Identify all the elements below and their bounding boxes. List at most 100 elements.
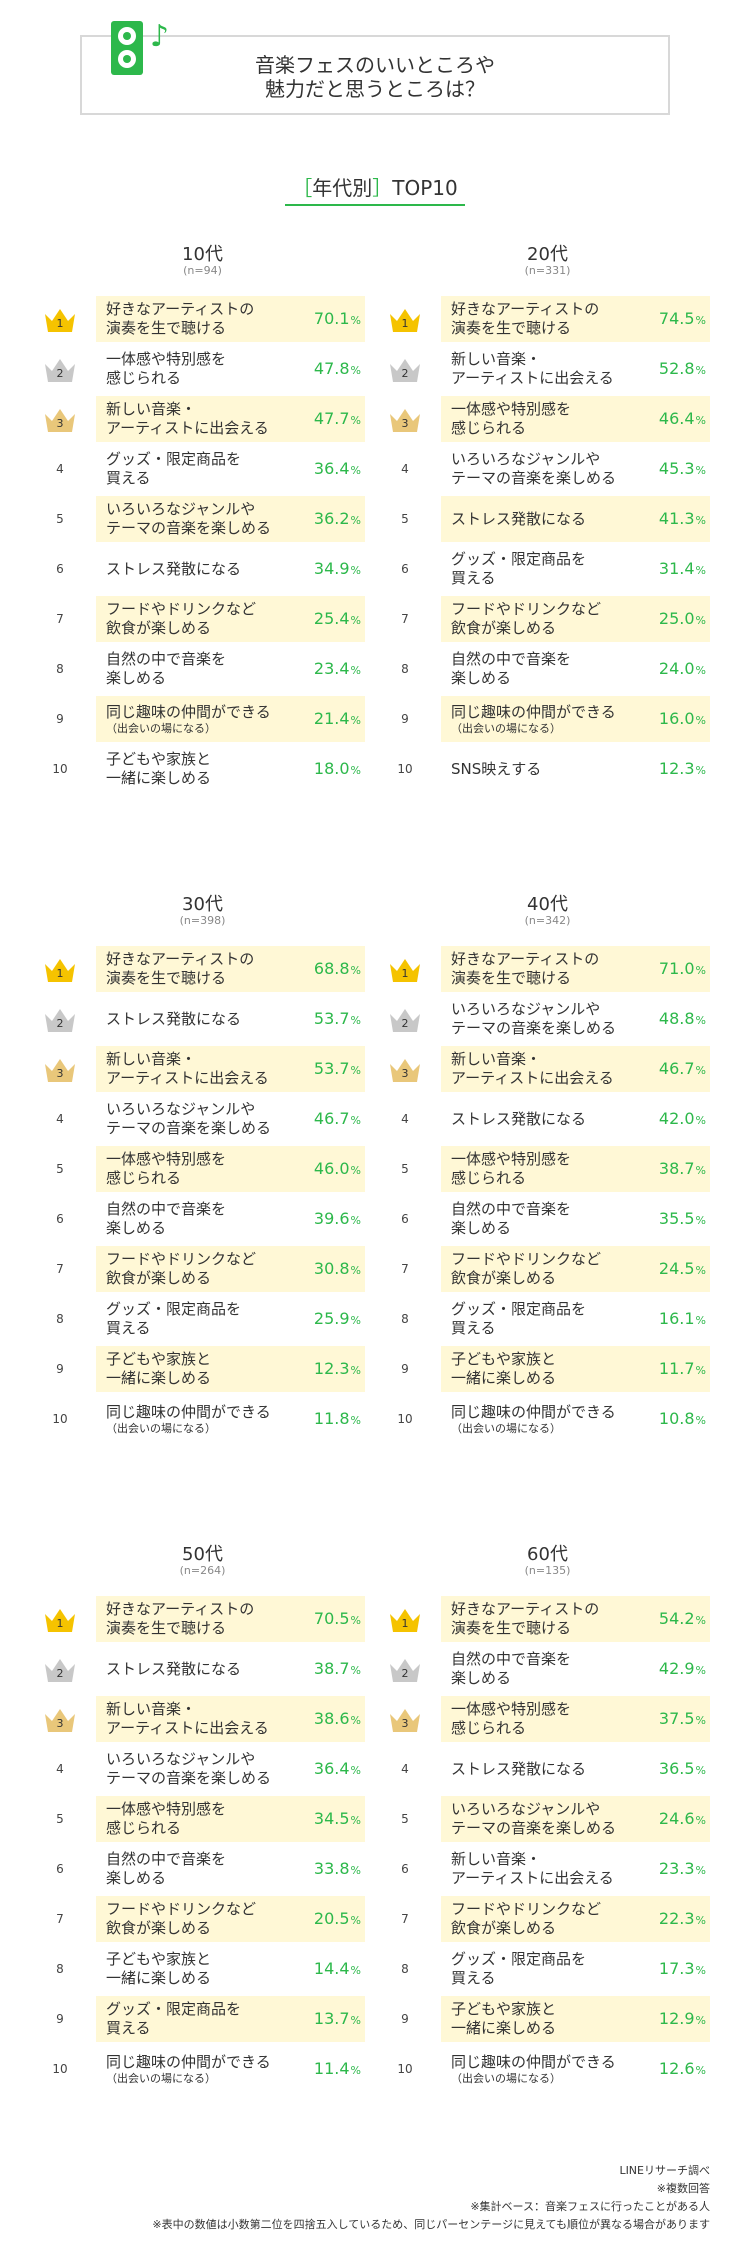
item-label: 好きなアーティストの 演奏を生で聴ける bbox=[451, 946, 636, 992]
row-background bbox=[96, 1246, 365, 1292]
item-value-number: 11.4 bbox=[313, 2059, 350, 2078]
item-label: ストレス発散になる bbox=[451, 496, 636, 542]
table-row: 1 好きなアーティストの 演奏を生で聴ける 70.1% bbox=[40, 296, 365, 346]
percent-sign: % bbox=[350, 764, 361, 777]
percent-sign: % bbox=[350, 1614, 361, 1627]
item-label-text: 好きなアーティストの 演奏を生で聴ける bbox=[106, 300, 255, 337]
item-label-note: （出会いの場になる） bbox=[106, 2072, 216, 2085]
rank-number: 1 bbox=[56, 317, 64, 330]
table-row: 5 一体感や特別感を 感じられる 34.5% bbox=[40, 1796, 365, 1846]
rank-number: 8 bbox=[401, 1962, 409, 1976]
item-value: 25.4% bbox=[295, 596, 361, 642]
percent-sign: % bbox=[350, 1764, 361, 1777]
item-value: 17.3% bbox=[640, 1946, 706, 1992]
item-label-text: 同じ趣味の仲間ができる bbox=[106, 703, 271, 721]
table-row: 3 新しい音楽・ アーティストに出会える 47.7% bbox=[40, 396, 365, 446]
table-row: 7 フードやドリンクなど 飲食が楽しめる 25.0% bbox=[385, 596, 710, 646]
item-value: 30.8% bbox=[295, 1246, 361, 1292]
rank-number: 5 bbox=[401, 512, 409, 526]
item-label-text: 自然の中で音楽を 楽しめる bbox=[106, 1200, 227, 1237]
item-label-text: いろいろなジャンルや テーマの音楽を楽しめる bbox=[451, 450, 617, 487]
item-value-number: 52.8 bbox=[658, 359, 695, 378]
rank-number: 5 bbox=[401, 1162, 409, 1176]
item-label: 新しい音楽・ アーティストに出会える bbox=[106, 1046, 291, 1092]
row-background bbox=[441, 1346, 710, 1392]
item-label-text: 一体感や特別感を 感じられる bbox=[451, 1700, 572, 1737]
percent-sign: % bbox=[695, 1014, 706, 1027]
item-value-number: 39.6 bbox=[313, 1209, 350, 1228]
percent-sign: % bbox=[695, 464, 706, 477]
item-label: ストレス発散になる bbox=[106, 996, 291, 1042]
crown-icon: 3 bbox=[42, 1056, 78, 1084]
rank-number: 1 bbox=[401, 1617, 409, 1630]
footnote-multiple-answers: ※複数回答 bbox=[656, 2182, 710, 2195]
item-value: 12.6% bbox=[640, 2046, 706, 2092]
item-label: いろいろなジャンルや テーマの音楽を楽しめる bbox=[451, 446, 636, 492]
table-row: 6 ストレス発散になる 34.9% bbox=[40, 546, 365, 596]
row-background bbox=[441, 1696, 710, 1742]
item-label: フードやドリンクなど 飲食が楽しめる bbox=[451, 1896, 636, 1942]
table-row: 3 新しい音楽・ アーティストに出会える 46.7% bbox=[385, 1046, 710, 1096]
item-value: 34.9% bbox=[295, 546, 361, 592]
percent-sign: % bbox=[695, 2064, 706, 2077]
rank-number: 3 bbox=[401, 1067, 409, 1080]
percent-sign: % bbox=[350, 1664, 361, 1677]
item-value: 21.4% bbox=[295, 696, 361, 742]
percent-sign: % bbox=[350, 964, 361, 977]
item-label-text: ストレス発散になる bbox=[106, 559, 242, 578]
percent-sign: % bbox=[695, 714, 706, 727]
item-label-text: 新しい音楽・ アーティストに出会える bbox=[451, 350, 614, 387]
music-note-icon: ♪ bbox=[150, 19, 170, 54]
rank-number: 10 bbox=[52, 1412, 68, 1426]
item-label: フードやドリンクなど 飲食が楽しめる bbox=[451, 596, 636, 642]
item-label: グッズ・限定商品を 買える bbox=[106, 446, 291, 492]
table-row: 7 フードやドリンクなど 飲食が楽しめる 22.3% bbox=[385, 1896, 710, 1946]
item-value: 11.4% bbox=[295, 2046, 361, 2092]
item-value: 46.4% bbox=[640, 396, 706, 442]
percent-sign: % bbox=[350, 514, 361, 527]
item-value: 14.4% bbox=[295, 1946, 361, 1992]
item-label-note: （出会いの場になる） bbox=[451, 1422, 561, 1435]
item-label: 自然の中で音楽を 楽しめる bbox=[106, 1846, 291, 1892]
item-value-number: 71.0 bbox=[658, 959, 695, 978]
percent-sign: % bbox=[695, 664, 706, 677]
row-background bbox=[441, 396, 710, 442]
panel-sample-size: (n=264) bbox=[179, 1564, 226, 1577]
speaker-icon bbox=[111, 21, 143, 75]
rank-number: 2 bbox=[56, 367, 64, 380]
crown-icon: 1 bbox=[387, 1606, 423, 1634]
percent-sign: % bbox=[350, 464, 361, 477]
item-label: SNS映えする bbox=[451, 746, 636, 792]
item-value: 41.3% bbox=[640, 496, 706, 542]
row-background bbox=[96, 1796, 365, 1842]
row-background bbox=[441, 1596, 710, 1642]
item-value-number: 36.4 bbox=[313, 1759, 350, 1778]
item-label-text: 新しい音楽・ アーティストに出会える bbox=[451, 1850, 614, 1887]
item-value: 70.1% bbox=[295, 296, 361, 342]
rank-number: 8 bbox=[56, 1312, 64, 1326]
item-value-number: 41.3 bbox=[658, 509, 695, 528]
item-value-number: 18.0 bbox=[313, 759, 350, 778]
table-row: 2 ストレス発散になる 53.7% bbox=[40, 996, 365, 1046]
panel-title: 50代 bbox=[182, 1544, 223, 1565]
item-label: 新しい音楽・ アーティストに出会える bbox=[106, 1696, 291, 1742]
item-label-note: （出会いの場になる） bbox=[451, 2072, 561, 2085]
table-row: 4 いろいろなジャンルや テーマの音楽を楽しめる 46.7% bbox=[40, 1096, 365, 1146]
row-background bbox=[441, 1046, 710, 1092]
item-value: 52.8% bbox=[640, 346, 706, 392]
item-value-number: 45.3 bbox=[658, 459, 695, 478]
percent-sign: % bbox=[695, 1764, 706, 1777]
rank-number: 3 bbox=[401, 417, 409, 430]
percent-sign: % bbox=[350, 564, 361, 577]
item-value-number: 36.2 bbox=[313, 509, 350, 528]
item-value: 22.3% bbox=[640, 1896, 706, 1942]
item-label: グッズ・限定商品を 買える bbox=[106, 1996, 291, 2042]
table-row: 1 好きなアーティストの 演奏を生で聴ける 70.5% bbox=[40, 1596, 365, 1646]
percent-sign: % bbox=[350, 664, 361, 677]
table-row: 4 ストレス発散になる 36.5% bbox=[385, 1746, 710, 1796]
item-label-text: 好きなアーティストの 演奏を生で聴ける bbox=[106, 950, 255, 987]
item-value-number: 68.8 bbox=[313, 959, 350, 978]
rank-number: 3 bbox=[401, 1717, 409, 1730]
item-label: 一体感や特別感を 感じられる bbox=[451, 1146, 636, 1192]
rank-number: 5 bbox=[56, 1162, 64, 1176]
